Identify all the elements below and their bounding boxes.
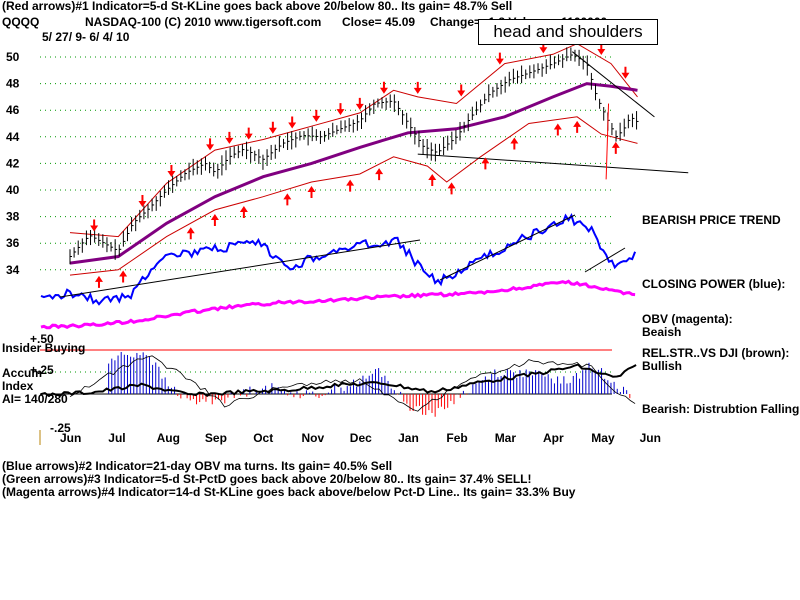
ai-value: AI= 140/280 — [2, 392, 68, 406]
plus-50-label: +.50 — [30, 332, 54, 346]
red-arrow-up — [119, 270, 128, 283]
red-arrow-down — [288, 116, 297, 129]
symbol-label: QQQQ — [2, 15, 40, 29]
red-arrow-down — [379, 81, 388, 94]
x-tick-label: Apr — [543, 431, 564, 445]
bearish-distribution-label: Bearish: Distrubtion Falling. — [642, 402, 800, 416]
x-tick-label: Jun — [60, 431, 81, 445]
red-arrow-down — [413, 81, 422, 94]
obv-value: Beaish — [642, 325, 682, 339]
red-arrow-up — [186, 227, 195, 240]
obv-line — [40, 279, 636, 330]
y-tick-label: 50 — [6, 50, 20, 64]
x-tick-label: Nov — [302, 431, 325, 445]
red-arrow-up — [481, 157, 490, 170]
red-arrow-up — [553, 123, 562, 136]
red-arrow-down — [138, 194, 147, 207]
upper-band-line — [69, 43, 638, 238]
red-arrow-down — [621, 66, 630, 79]
red-arrow-down — [457, 84, 466, 97]
insider-buying-label: Insider Buying — [2, 341, 86, 355]
y-tick-label: 44 — [6, 130, 20, 144]
red-arrow-up — [210, 213, 219, 226]
accum-label: Accum — [2, 366, 43, 380]
lower-band-line — [69, 116, 638, 276]
red-arrow-up — [239, 205, 248, 218]
red-arrow-down — [539, 41, 548, 54]
rel-strength-line — [40, 363, 637, 398]
red-arrow-down — [336, 103, 345, 116]
red-arrow-down — [90, 219, 99, 232]
y-tick-label: 42 — [6, 156, 20, 170]
closing-power-trendline — [59, 239, 421, 298]
red-arrow-up — [94, 275, 103, 288]
red-arrow-down — [495, 52, 504, 65]
y-tick-label: 40 — [6, 183, 20, 197]
neckline — [417, 153, 689, 174]
obv-label: OBV (magenta): — [642, 312, 733, 326]
red-arrow-down — [244, 127, 253, 140]
footer-line-2: (Green arrows)#3 Indicator=5-d St-PctD g… — [2, 472, 532, 486]
y-tick-label: 38 — [6, 210, 20, 224]
spike-line — [605, 103, 610, 180]
header-line-1: (Red arrows)#1 Indicator=5-d St-KLine go… — [2, 0, 513, 13]
minus-25-label: -.25 — [50, 421, 71, 435]
close-value: Close= 45.09 — [342, 15, 416, 29]
chart-title: NASDAQ-100 (C) 2010 www.tigersoft.com — [85, 15, 322, 29]
x-tick-label: Dec — [350, 431, 372, 445]
y-tick-label: 34 — [6, 263, 20, 277]
relstr-value: Bullish — [642, 359, 683, 373]
red-arrow-down — [167, 165, 176, 178]
red-arrow-up — [573, 120, 582, 133]
relstr-label: REL.STR..VS DJI (brown): — [642, 346, 790, 360]
closing-power-trendline-3 — [584, 247, 626, 273]
red-arrow-down — [225, 131, 234, 144]
head-and-shoulders-annotation: head and shoulders — [478, 19, 658, 45]
x-tick-label: Aug — [157, 431, 180, 445]
x-tick-label: Jul — [108, 431, 125, 445]
y-tick-label: 36 — [6, 236, 20, 250]
x-tick-label: May — [591, 431, 615, 445]
x-tick-label: Oct — [253, 431, 273, 445]
bearish-trend-label: BEARISH PRICE TREND — [642, 213, 781, 227]
red-arrow-up — [611, 141, 620, 154]
red-arrow-down — [268, 121, 277, 134]
footer-line-1: (Blue arrows)#2 Indicator=21-day OBV ma … — [2, 459, 393, 473]
x-tick-label: Mar — [495, 431, 517, 445]
red-arrow-down — [312, 109, 321, 122]
red-arrow-down — [355, 97, 364, 110]
red-arrow-up — [307, 186, 316, 199]
red-arrow-up — [510, 137, 519, 150]
red-arrow-down — [597, 42, 606, 55]
right-shoulder-trendline — [572, 51, 655, 118]
red-arrow-up — [283, 193, 292, 206]
x-tick-label: Jun — [640, 431, 661, 445]
red-arrow-down — [206, 138, 215, 151]
y-tick-label: 46 — [6, 103, 20, 117]
footer-line-3: (Magenta arrows)#4 Indicator=14-d St-KLi… — [2, 485, 576, 499]
red-arrow-up — [375, 168, 384, 181]
red-arrow-up — [428, 174, 437, 187]
x-tick-label: Feb — [446, 431, 467, 445]
x-tick-label: Sep — [205, 431, 227, 445]
x-tick-label: Jan — [398, 431, 419, 445]
moving-average-line — [69, 82, 638, 265]
red-arrow-up — [346, 179, 355, 192]
closing-power-trendline-2 — [439, 214, 576, 281]
closing-power-line — [40, 213, 637, 306]
closing-power-label: CLOSING POWER (blue): — [642, 277, 786, 291]
red-arrow-up — [447, 182, 456, 195]
plus-25-label: +.25 — [30, 363, 54, 377]
date-range: 5/ 27/ 9- 6/ 4/ 10 — [42, 30, 130, 44]
y-tick-label: 48 — [6, 77, 20, 91]
index-label: Index — [2, 379, 34, 393]
accum-ma-line — [69, 355, 636, 412]
